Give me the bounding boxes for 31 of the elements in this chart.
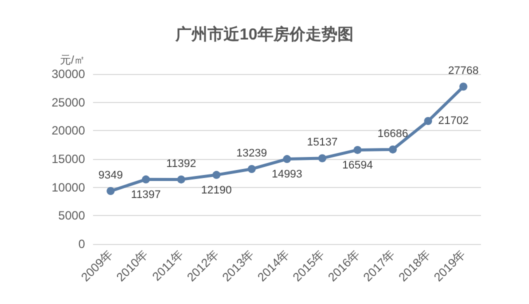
data-label: 14993 — [272, 168, 302, 181]
point — [248, 164, 256, 173]
data-label: 11392 — [166, 158, 196, 170]
point — [142, 175, 150, 184]
point — [388, 145, 397, 154]
data-label: 27768 — [448, 65, 479, 78]
point — [354, 146, 362, 154]
y-tick-label: 15000 — [52, 152, 86, 166]
point — [424, 117, 432, 126]
data-label: 16594 — [342, 159, 373, 172]
y-tick-label: 20000 — [52, 124, 86, 138]
chart-title: 广州市近10年房价走势图 — [174, 24, 354, 44]
point — [283, 155, 291, 164]
data-label: 9349 — [98, 170, 123, 182]
data-label: 16686 — [378, 128, 408, 140]
data-label: 13239 — [236, 147, 268, 160]
y-tick-label: 30000 — [52, 67, 86, 81]
data-label: 12190 — [201, 184, 232, 196]
y-tick-label: 25000 — [52, 95, 86, 110]
data-label: 15137 — [306, 136, 338, 149]
y-tick-label: 5000 — [58, 208, 86, 223]
point — [106, 187, 115, 196]
y-tick-label: 10000 — [52, 180, 86, 194]
data-label: 21702 — [438, 115, 469, 128]
point — [318, 154, 326, 162]
point — [177, 175, 186, 184]
point — [212, 170, 220, 179]
y-axis-title: 元/㎡ — [60, 54, 85, 66]
data-label: 11397 — [131, 188, 161, 201]
point — [459, 82, 468, 91]
y-tick-label: 0 — [78, 237, 86, 251]
